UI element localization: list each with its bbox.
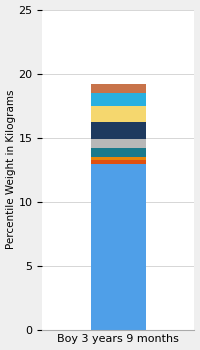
Bar — [91, 106, 146, 121]
Bar — [91, 93, 146, 106]
Y-axis label: Percentile Weight in Kilograms: Percentile Weight in Kilograms — [6, 90, 16, 249]
Bar — [91, 121, 146, 140]
Bar — [91, 84, 146, 93]
Bar — [91, 164, 146, 330]
Bar — [91, 157, 146, 160]
Bar — [91, 140, 146, 148]
Bar — [91, 160, 146, 164]
Bar — [91, 148, 146, 157]
